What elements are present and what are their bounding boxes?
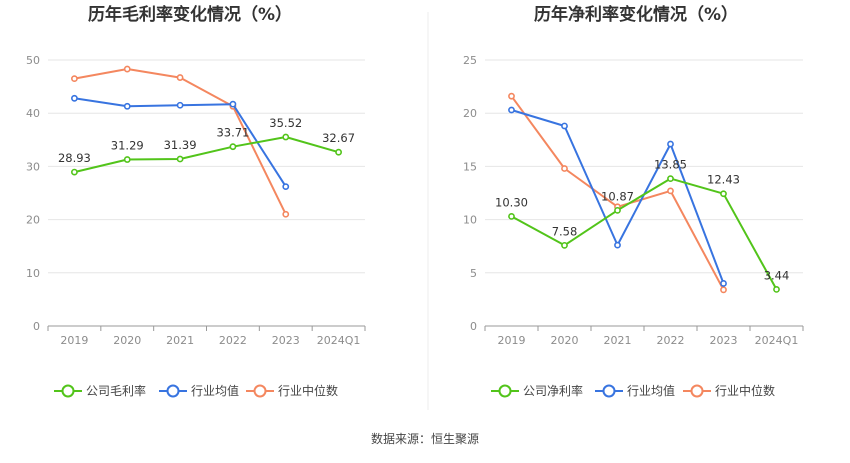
legend-marker — [253, 384, 267, 398]
x-tick-label: 2022 — [657, 334, 685, 347]
data-point — [561, 241, 568, 249]
data-source-note: 数据来源：恒生聚源 — [371, 431, 479, 446]
legend-marker — [61, 384, 75, 398]
x-tick-label: 2021 — [166, 334, 194, 347]
x-tick-label: 2024Q1 — [755, 334, 799, 347]
legend-label: 公司毛利率 — [86, 383, 146, 398]
legend-label: 公司净利率 — [523, 383, 583, 398]
y-tick-label: 0 — [33, 320, 40, 333]
gross-margin-chart: 0 10 20 30 40 50 2019 2020 2021 2022 2023 2024Q1 28.… — [26, 54, 366, 398]
y-tick-label: 10 — [26, 267, 40, 280]
data-label: 32.67 — [322, 131, 355, 145]
data-point — [71, 94, 78, 102]
data-point — [229, 100, 237, 108]
data-point — [176, 101, 184, 109]
data-label: 28.93 — [58, 151, 91, 165]
legend-marker — [602, 384, 616, 398]
data-point — [229, 143, 237, 151]
series-line — [74, 136, 339, 174]
x-tick-label: 2020 — [113, 334, 141, 347]
data-point — [614, 206, 621, 214]
x-tick-label: 2019 — [60, 334, 88, 347]
legend-marker — [498, 384, 512, 398]
data-label: 35.52 — [269, 116, 302, 130]
y-tick-label: 0 — [470, 320, 477, 333]
legend-marker — [690, 384, 704, 398]
data-point — [123, 156, 131, 163]
data-point — [123, 102, 131, 110]
data-point — [282, 210, 290, 218]
y-tick-label: 40 — [26, 107, 40, 120]
chart-title-net-margin: 历年净利率变化情况（%） — [534, 4, 738, 25]
chart-title-gross-margin: 历年毛利率变化情况（%） — [88, 4, 292, 25]
data-point — [508, 92, 515, 100]
y-tick-label: 50 — [26, 54, 40, 67]
data-point — [667, 175, 674, 183]
data-point — [667, 140, 674, 148]
data-point — [508, 213, 515, 220]
data-point — [561, 122, 568, 130]
x-tick-label: 2022 — [219, 334, 247, 347]
data-point — [667, 187, 674, 195]
data-point — [720, 190, 727, 198]
data-point — [71, 168, 78, 176]
series-line — [511, 177, 778, 290]
y-tick-label: 5 — [470, 267, 477, 280]
y-tick-label: 20 — [26, 214, 40, 227]
data-label: 7.58 — [552, 224, 578, 238]
data-point — [720, 286, 727, 294]
y-tick-label: 10 — [463, 214, 477, 227]
data-label: 31.39 — [164, 138, 197, 152]
x-tick-label: 2024Q1 — [317, 334, 361, 347]
legend-label: 行业均值 — [191, 383, 239, 398]
x-tick-label: 2023 — [710, 334, 738, 347]
data-point — [614, 241, 621, 249]
x-tick-label: 2021 — [604, 334, 632, 347]
legend-label: 行业中位数 — [278, 383, 338, 398]
data-point — [282, 183, 290, 191]
data-label: 13.85 — [654, 158, 687, 172]
data-label: 31.29 — [111, 139, 144, 153]
data-label: 33.71 — [216, 126, 249, 140]
x-tick-label: 2020 — [551, 334, 579, 347]
x-tick-label: 2019 — [498, 334, 526, 347]
y-tick-label: 20 — [463, 107, 477, 120]
x-tick-label: 2023 — [272, 334, 300, 347]
y-tick-label: 30 — [26, 160, 40, 173]
data-point — [335, 148, 342, 156]
net-margin-chart: 0 5 10 15 20 25 2019 2020 2021 2022 2023 2024Q1 10.3… — [463, 54, 804, 398]
data-point — [773, 285, 780, 293]
data-point — [561, 165, 568, 172]
data-point — [720, 280, 727, 287]
data-point — [123, 65, 131, 73]
data-label: 12.43 — [707, 173, 740, 187]
legend-label: 行业均值 — [627, 383, 675, 398]
data-point — [176, 74, 184, 81]
y-tick-label: 15 — [463, 160, 477, 173]
data-point — [508, 106, 515, 114]
data-point — [71, 75, 78, 83]
legend-marker — [166, 384, 180, 398]
data-label: 3.44 — [764, 268, 790, 282]
data-point — [176, 155, 184, 163]
data-point — [282, 133, 290, 141]
legend-label: 行业中位数 — [715, 383, 775, 398]
data-label: 10.87 — [601, 189, 634, 203]
y-tick-label: 25 — [463, 54, 477, 67]
data-label: 10.30 — [495, 195, 528, 209]
